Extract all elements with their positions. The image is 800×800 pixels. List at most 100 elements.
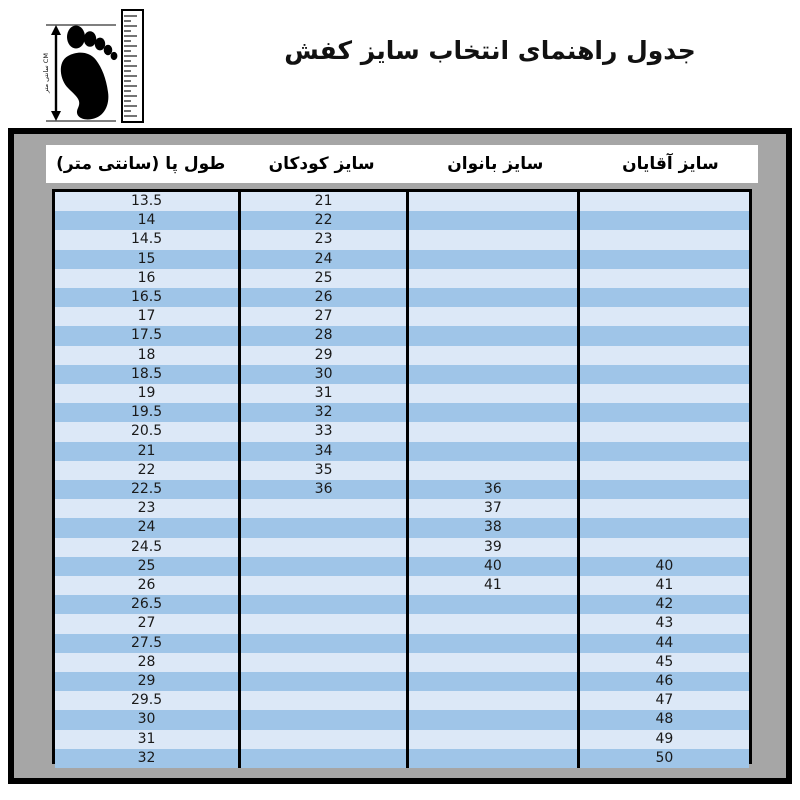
column-header-kids: سایز کودکان	[268, 154, 375, 174]
cell-kids	[238, 652, 408, 673]
cell-length: 32	[55, 748, 240, 769]
cell-men	[576, 403, 749, 423]
table-row: 33 20.5	[55, 422, 749, 442]
cell-men	[576, 345, 749, 365]
table-row: 25 16	[55, 268, 749, 289]
table-row: 23 14.5	[55, 230, 749, 250]
cell-kids	[238, 710, 408, 730]
column-header-men: سایز آقایان	[622, 154, 719, 174]
table-row: 28 17.5	[55, 326, 749, 346]
cell-women	[406, 633, 579, 653]
table-row: 37 23	[55, 499, 749, 519]
page-title: جدول راهنمای انتخاب سایز کفش	[284, 36, 696, 65]
table-row: 35 22	[55, 460, 749, 481]
cell-kids	[238, 691, 408, 711]
cell-men	[576, 211, 749, 231]
cell-women: 37	[406, 499, 579, 519]
cell-men: 44	[576, 633, 749, 653]
cell-length: 24	[55, 518, 240, 538]
table-row: 46 29	[55, 672, 749, 692]
foot-measure-illustration: CM سانتی متر	[38, 4, 150, 126]
cell-men	[576, 499, 749, 519]
table-row: 21 13.5	[55, 192, 749, 212]
cell-women	[406, 288, 579, 308]
cell-kids: 32	[238, 403, 408, 423]
table-row: 22 14	[55, 211, 749, 231]
cell-length: 15	[55, 249, 240, 269]
cell-men	[576, 460, 749, 481]
cell-kids: 22	[238, 211, 408, 231]
cell-men: 49	[576, 729, 749, 749]
table-row: 45 28	[55, 652, 749, 673]
footprint-icon	[60, 25, 118, 120]
cell-kids: 30	[238, 364, 408, 385]
cell-length: 13.5	[55, 192, 240, 212]
table-row: 48 30	[55, 710, 749, 730]
cell-men: 45	[576, 652, 749, 673]
column-header-women: سایز بانوان	[447, 154, 544, 174]
cell-women	[406, 441, 579, 461]
table-header-band: سایز آقایان سایز بانوان سایز کودکان طول …	[46, 145, 758, 183]
table-row: 30 18.5	[55, 364, 749, 385]
cell-men	[576, 422, 749, 442]
cell-women	[406, 384, 579, 404]
cell-men: 42	[576, 595, 749, 615]
cell-kids: 21	[238, 192, 408, 212]
table-row: 24 15	[55, 249, 749, 269]
cell-length: 20.5	[55, 422, 240, 442]
size-table-container: 21 13.5 22 14 23 14.5 24 15 25 16 26 16.5 27 17 28 17.5…	[52, 189, 752, 769]
ruler-icon	[121, 9, 144, 123]
cell-kids	[238, 595, 408, 615]
cell-men: 46	[576, 672, 749, 692]
cell-men: 41	[576, 576, 749, 596]
cell-women	[406, 345, 579, 365]
cell-men	[576, 537, 749, 557]
cell-women: 36	[406, 480, 579, 500]
cell-kids	[238, 748, 408, 769]
cell-kids: 34	[238, 441, 408, 461]
size-table-frame: سایز آقایان سایز بانوان سایز کودکان طول …	[8, 128, 792, 784]
cell-women: 40	[406, 556, 579, 577]
cell-length: 23	[55, 499, 240, 519]
cell-men	[576, 307, 749, 327]
cell-length: 29	[55, 672, 240, 692]
measure-arrow-icon	[51, 25, 61, 121]
cell-length: 16	[55, 268, 240, 289]
table-row: 36 36 22.5	[55, 480, 749, 500]
table-row: 27 17	[55, 307, 749, 327]
cell-length: 26.5	[55, 595, 240, 615]
cell-length: 14.5	[55, 230, 240, 250]
cell-kids	[238, 614, 408, 634]
cell-kids: 36	[238, 480, 408, 500]
cell-women	[406, 422, 579, 442]
cell-length: 22.5	[55, 480, 240, 500]
cell-kids: 26	[238, 288, 408, 308]
table-row: 32 19.5	[55, 403, 749, 423]
cell-kids	[238, 556, 408, 577]
table-row: 49 31	[55, 729, 749, 749]
cell-kids	[238, 729, 408, 749]
cell-women	[406, 268, 579, 289]
cell-length: 29.5	[55, 691, 240, 711]
cell-men	[576, 518, 749, 538]
cell-length: 16.5	[55, 288, 240, 308]
cell-kids	[238, 499, 408, 519]
cell-men	[576, 192, 749, 212]
cell-kids: 28	[238, 326, 408, 346]
cell-length: 21	[55, 441, 240, 461]
cell-kids: 35	[238, 460, 408, 481]
cell-women	[406, 614, 579, 634]
cell-length: 28	[55, 652, 240, 673]
cell-women	[406, 460, 579, 481]
table-row: 39 24.5	[55, 537, 749, 557]
cell-men: 40	[576, 556, 749, 577]
cell-length: 25	[55, 556, 240, 577]
cell-women: 39	[406, 537, 579, 557]
table-row: 41 41 26	[55, 576, 749, 596]
cell-women	[406, 211, 579, 231]
cell-men	[576, 326, 749, 346]
cell-kids	[238, 576, 408, 596]
size-table-panel: سایز آقایان سایز بانوان سایز کودکان طول …	[14, 134, 786, 778]
cell-men	[576, 364, 749, 385]
